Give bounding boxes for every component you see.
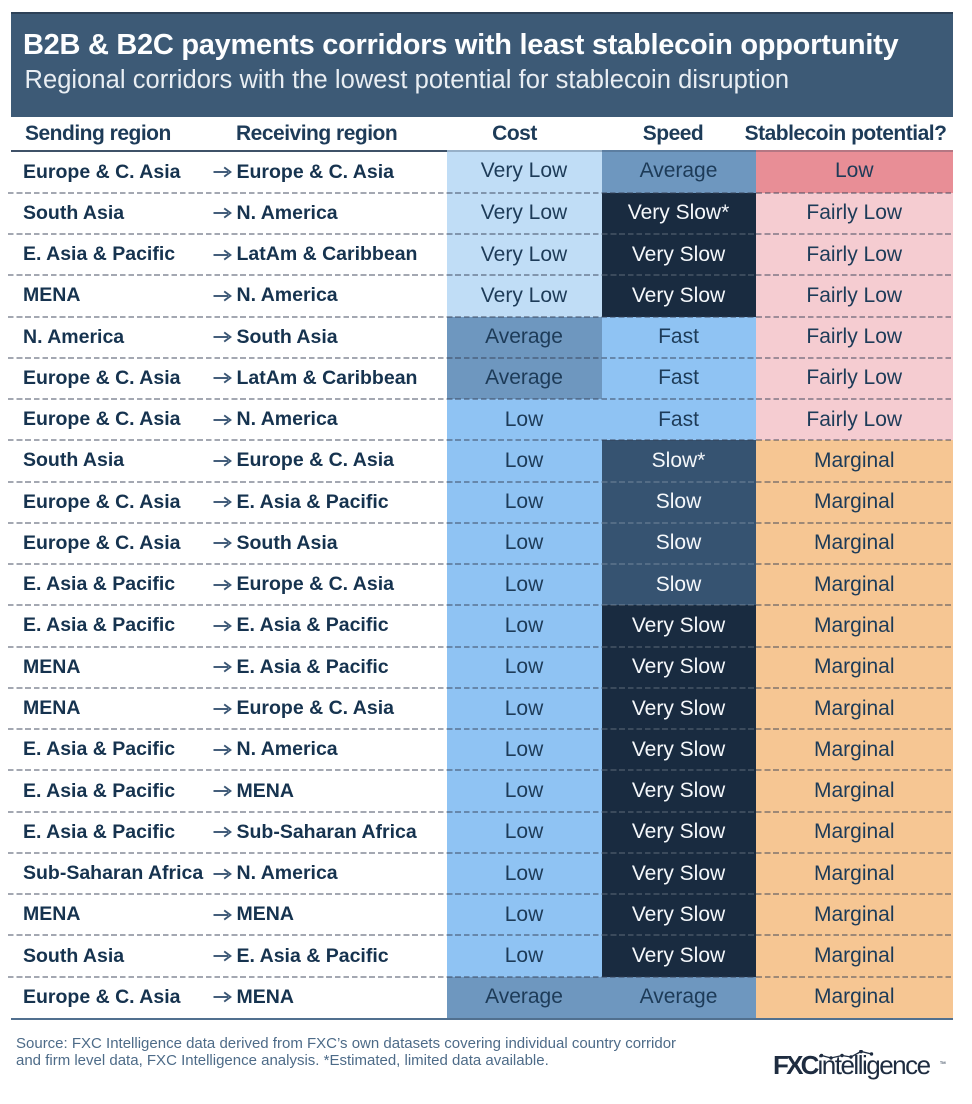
svg-text:intelligence: intelligence xyxy=(818,1050,931,1080)
svg-text:™: ™ xyxy=(940,1061,947,1068)
svg-text:FXC: FXC xyxy=(773,1050,820,1080)
